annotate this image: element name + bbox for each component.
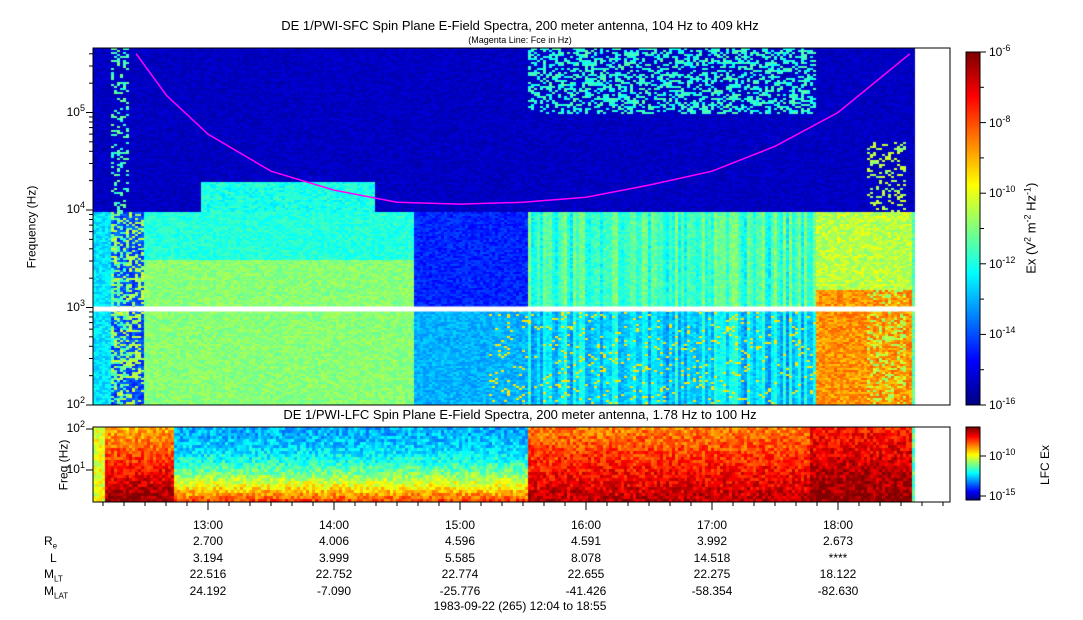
top-panel-title: DE 1/PWI-SFC Spin Plane E-Field Spectra,…	[281, 18, 759, 33]
top-y-axis-label: Frequency (Hz)	[24, 185, 39, 269]
ephemeris-value: 8.078	[570, 550, 602, 565]
time-tick-label: 15:00	[444, 518, 476, 532]
colorbar-tick-label: 10-12	[989, 254, 1016, 271]
ephemeris-value: -41.426	[565, 583, 607, 598]
ephemeris-value: -58.354	[691, 583, 733, 598]
ephemeris-value: 22.275	[693, 567, 731, 581]
lfc-colorbar-label: LFC Ex	[1038, 444, 1053, 486]
colorbar-frame	[965, 51, 981, 406]
ephemeris-value: 18.122	[819, 567, 857, 581]
ephemeris-value: 5.585	[444, 550, 476, 565]
colorbar-tick-label: 10-15	[989, 487, 1016, 503]
colorbar-tick-label: 10-6	[989, 43, 1011, 59]
ephemeris-value: 14.518	[693, 550, 731, 565]
fce-line	[135, 53, 911, 205]
time-tick-label: 16:00	[570, 518, 602, 532]
time-tick-label: 18:00	[822, 518, 854, 532]
time-tick-label: 13:00	[192, 518, 224, 532]
sfc-colorbar	[966, 52, 980, 405]
ephemeris-value: 3.999	[318, 550, 350, 565]
ephemeris-value: 2.700	[192, 534, 224, 548]
ephemeris-value: ****	[828, 550, 848, 565]
ephemeris-value: 22.516	[189, 567, 227, 581]
top-panel-subtitle: (Magenta Line: Fce in Hz)	[468, 35, 572, 45]
ephemeris-value: 22.655	[567, 567, 605, 581]
bottom-panel-frame	[92, 426, 951, 503]
ephemeris-value: 22.752	[315, 567, 353, 581]
colorbar-tick-label: 10-8	[989, 113, 1011, 130]
ephemeris-row-label: Re	[44, 534, 58, 551]
ephemeris-value: -25.776	[439, 583, 481, 598]
colorbar-tick-label: 10-10	[989, 184, 1016, 201]
y-tick-label: 104	[66, 200, 85, 216]
sfc-spectrogram	[93, 48, 950, 405]
lfc-spectrogram	[93, 427, 950, 502]
ephemeris-value: 22.774	[441, 567, 479, 581]
ephemeris-value: 4.591	[570, 534, 602, 548]
ephemeris-value: -7.090	[316, 583, 352, 598]
y-tick-label: 102	[66, 395, 85, 411]
ephemeris-row-label: L	[50, 550, 57, 565]
time-range-footer: 1983-09-22 (265) 12:04 to 18:55	[433, 599, 607, 613]
y-tick-label: 103	[66, 297, 85, 314]
colorbar-tick-label: 10-10	[989, 447, 1016, 463]
ephemeris-value: 2.673	[822, 534, 854, 548]
ephemeris-value: -82.630	[817, 583, 859, 598]
colorbar-tick-label: 10-16	[989, 396, 1016, 412]
y-tick-label: 101	[66, 460, 85, 476]
time-tick-label: 17:00	[696, 518, 728, 532]
ephemeris-row-label: MLAT	[44, 583, 69, 600]
y-tick-label: 102	[66, 419, 85, 435]
colorbar-label: Ex (V2 m-2 Hz-1)	[1022, 182, 1039, 274]
ephemeris-value: 3.992	[696, 534, 728, 548]
colorbar-tick-label: 10-14	[989, 325, 1016, 342]
lfc-colorbar-frame	[965, 426, 981, 501]
ephemeris-value: 3.194	[192, 550, 224, 565]
ephemeris-value: 4.596	[444, 534, 476, 548]
ephemeris-row-label: MLT	[44, 567, 63, 584]
bottom-panel-title: DE 1/PWI-LFC Spin Plane E-Field Spectra,…	[283, 407, 757, 422]
ephemeris-value: 4.006	[318, 534, 350, 548]
time-tick-label: 14:00	[318, 518, 350, 532]
y-tick-label: 105	[66, 102, 85, 119]
ephemeris-value: 24.192	[189, 583, 227, 598]
lfc-colorbar	[966, 427, 980, 500]
top-panel-frame	[92, 47, 951, 406]
